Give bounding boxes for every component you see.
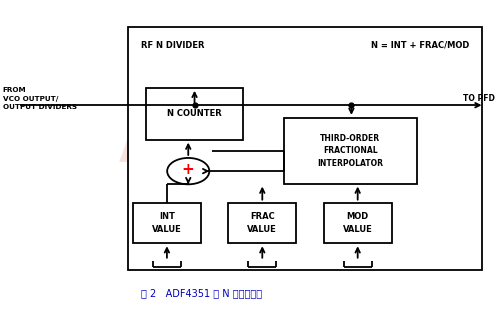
- Text: www.ChinaAET.com: www.ChinaAET.com: [206, 161, 315, 171]
- Text: FRACTIONAL: FRACTIONAL: [322, 146, 377, 155]
- Text: 图 2   ADF4351 中 N 分频器的构: 图 2 ADF4351 中 N 分频器的构: [140, 289, 261, 299]
- Text: www.elecfans.com: www.elecfans.com: [403, 254, 468, 261]
- Text: AET: AET: [119, 132, 202, 170]
- Bar: [283, 118, 416, 184]
- Text: N = INT + FRAC/MOD: N = INT + FRAC/MOD: [370, 41, 468, 50]
- Circle shape: [167, 158, 209, 184]
- Text: INT: INT: [159, 212, 174, 221]
- Text: MOD: MOD: [346, 212, 368, 221]
- Text: VALUE: VALUE: [152, 225, 181, 234]
- Text: FROM
VCO OUTPUT/
OUTPUT DIVIDERS: FROM VCO OUTPUT/ OUTPUT DIVIDERS: [3, 87, 77, 111]
- Text: RF N DIVIDER: RF N DIVIDER: [140, 41, 203, 50]
- Bar: [133, 203, 200, 243]
- Text: VALUE: VALUE: [247, 225, 277, 234]
- Text: INTERPOLATOR: INTERPOLATOR: [317, 159, 382, 168]
- Text: VALUE: VALUE: [342, 225, 372, 234]
- Text: +: +: [181, 162, 194, 177]
- Bar: [145, 88, 243, 140]
- Text: N COUNTER: N COUNTER: [167, 109, 221, 118]
- Bar: [323, 203, 391, 243]
- Text: THIRD-ORDER: THIRD-ORDER: [320, 134, 379, 143]
- Bar: [228, 203, 296, 243]
- Bar: [128, 27, 481, 270]
- Text: TO PFD: TO PFD: [462, 95, 493, 103]
- Text: FRAC: FRAC: [249, 212, 274, 221]
